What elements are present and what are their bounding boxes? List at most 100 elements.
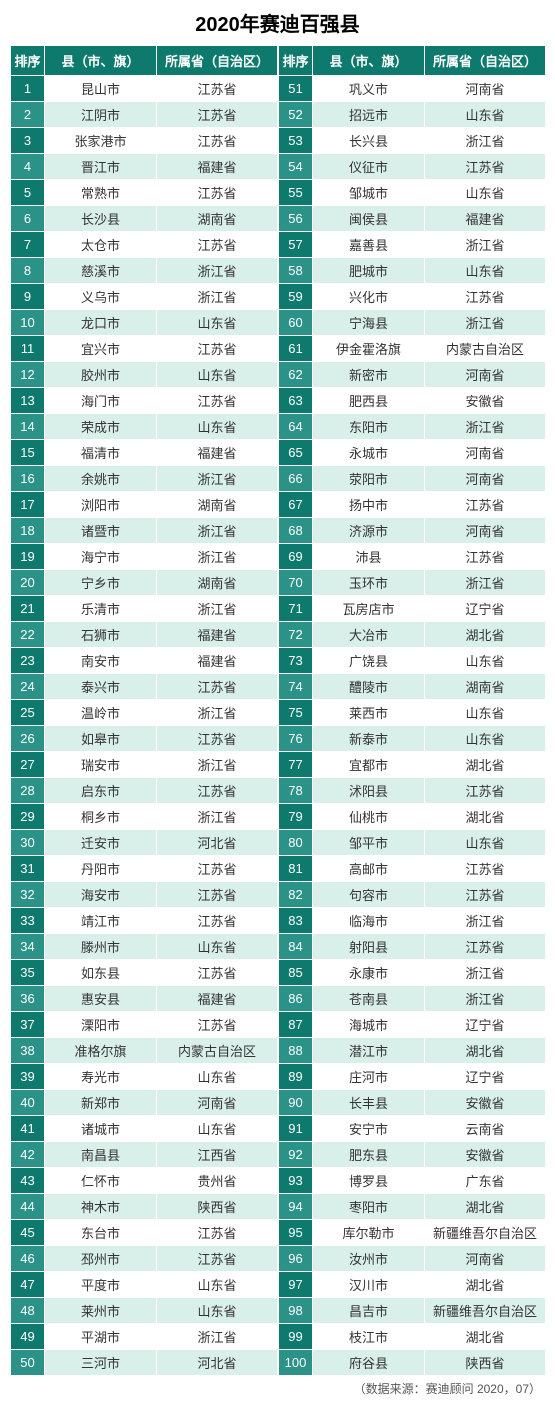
- cell-province: 江苏省: [157, 232, 278, 258]
- cell-rank: 59: [279, 284, 313, 310]
- table-row: 22石狮市福建省: [11, 622, 278, 648]
- cell-province: 浙江省: [157, 804, 278, 830]
- cell-rank: 76: [279, 726, 313, 752]
- cell-province: 云南省: [425, 1116, 546, 1142]
- table-row: 72大冶市湖北省: [279, 622, 546, 648]
- cell-province: 浙江省: [157, 284, 278, 310]
- table-row: 27瑞安市浙江省: [11, 752, 278, 778]
- cell-province: 浙江省: [425, 986, 546, 1012]
- table-row: 2江阴市江苏省: [11, 102, 278, 128]
- cell-rank: 1: [11, 76, 45, 102]
- table-row: 47平度市山东省: [11, 1272, 278, 1298]
- table-row: 44神木市陕西省: [11, 1194, 278, 1220]
- cell-province: 浙江省: [157, 258, 278, 284]
- table-row: 25温岭市浙江省: [11, 700, 278, 726]
- col-rank: 排序: [279, 46, 313, 76]
- cell-province: 浙江省: [157, 596, 278, 622]
- cell-province: 河南省: [425, 76, 546, 102]
- table-row: 41诸城市山东省: [11, 1116, 278, 1142]
- cell-rank: 81: [279, 856, 313, 882]
- cell-county: 巩义市: [313, 76, 425, 102]
- table-row: 26如皋市江苏省: [11, 726, 278, 752]
- col-county: 县（市、旗）: [313, 46, 425, 76]
- cell-rank: 54: [279, 154, 313, 180]
- cell-rank: 38: [11, 1038, 45, 1064]
- table-row: 46邳州市江苏省: [11, 1246, 278, 1272]
- cell-province: 江苏省: [157, 1246, 278, 1272]
- cell-province: 山东省: [157, 1116, 278, 1142]
- cell-rank: 10: [11, 310, 45, 336]
- table-row: 58肥城市山东省: [279, 258, 546, 284]
- table-row: 38准格尔旗内蒙古自治区: [11, 1038, 278, 1064]
- cell-rank: 6: [11, 206, 45, 232]
- cell-county: 张家港市: [45, 128, 157, 154]
- cell-province: 江苏省: [157, 76, 278, 102]
- cell-province: 江苏省: [157, 388, 278, 414]
- cell-county: 江阴市: [45, 102, 157, 128]
- cell-province: 安徽省: [425, 1090, 546, 1116]
- cell-county: 如皋市: [45, 726, 157, 752]
- cell-county: 临海市: [313, 908, 425, 934]
- cell-province: 江苏省: [157, 882, 278, 908]
- table-row: 94枣阳市湖北省: [279, 1194, 546, 1220]
- cell-county: 靖江市: [45, 908, 157, 934]
- cell-province: 浙江省: [157, 544, 278, 570]
- cell-rank: 95: [279, 1220, 313, 1246]
- cell-county: 宁海县: [313, 310, 425, 336]
- table-row: 91安宁市云南省: [279, 1116, 546, 1142]
- cell-province: 辽宁省: [425, 1064, 546, 1090]
- cell-county: 汉川市: [313, 1272, 425, 1298]
- col-province: 所属省（自治区）: [425, 46, 546, 76]
- cell-county: 福清市: [45, 440, 157, 466]
- cell-province: 山东省: [425, 830, 546, 856]
- cell-province: 河南省: [425, 1246, 546, 1272]
- cell-rank: 99: [279, 1324, 313, 1350]
- table-row: 50三河市河北省: [11, 1350, 278, 1376]
- cell-county: 东台市: [45, 1220, 157, 1246]
- cell-rank: 62: [279, 362, 313, 388]
- cell-rank: 84: [279, 934, 313, 960]
- table-row: 80邹平市山东省: [279, 830, 546, 856]
- cell-province: 河南省: [425, 518, 546, 544]
- cell-county: 广饶县: [313, 648, 425, 674]
- cell-rank: 33: [11, 908, 45, 934]
- cell-rank: 78: [279, 778, 313, 804]
- cell-rank: 21: [11, 596, 45, 622]
- cell-province: 湖北省: [425, 1272, 546, 1298]
- cell-county: 仁怀市: [45, 1168, 157, 1194]
- cell-county: 义乌市: [45, 284, 157, 310]
- cell-province: 福建省: [157, 986, 278, 1012]
- table-row: 95库尔勒市新疆维吾尔自治区: [279, 1220, 546, 1246]
- cell-rank: 82: [279, 882, 313, 908]
- cell-rank: 11: [11, 336, 45, 362]
- cell-rank: 13: [11, 388, 45, 414]
- table-row: 96汝州市河南省: [279, 1246, 546, 1272]
- cell-county: 乐清市: [45, 596, 157, 622]
- cell-county: 荥阳市: [313, 466, 425, 492]
- cell-rank: 43: [11, 1168, 45, 1194]
- cell-rank: 58: [279, 258, 313, 284]
- cell-county: 平度市: [45, 1272, 157, 1298]
- cell-rank: 16: [11, 466, 45, 492]
- cell-rank: 50: [11, 1350, 45, 1376]
- cell-province: 湖北省: [425, 804, 546, 830]
- cell-province: 湖北省: [425, 1038, 546, 1064]
- cell-county: 太仓市: [45, 232, 157, 258]
- table-row: 10龙口市山东省: [11, 310, 278, 336]
- cell-county: 邹城市: [313, 180, 425, 206]
- cell-rank: 44: [11, 1194, 45, 1220]
- table-row: 65永城市河南省: [279, 440, 546, 466]
- table-header: 排序县（市、旗）所属省（自治区）: [279, 46, 546, 76]
- cell-rank: 90: [279, 1090, 313, 1116]
- cell-rank: 29: [11, 804, 45, 830]
- cell-county: 射阳县: [313, 934, 425, 960]
- cell-rank: 79: [279, 804, 313, 830]
- cell-rank: 9: [11, 284, 45, 310]
- cell-county: 海门市: [45, 388, 157, 414]
- cell-province: 湖南省: [425, 674, 546, 700]
- cell-province: 江苏省: [157, 908, 278, 934]
- table-row: 63肥西县安徽省: [279, 388, 546, 414]
- cell-county: 胶州市: [45, 362, 157, 388]
- cell-county: 温岭市: [45, 700, 157, 726]
- cell-rank: 86: [279, 986, 313, 1012]
